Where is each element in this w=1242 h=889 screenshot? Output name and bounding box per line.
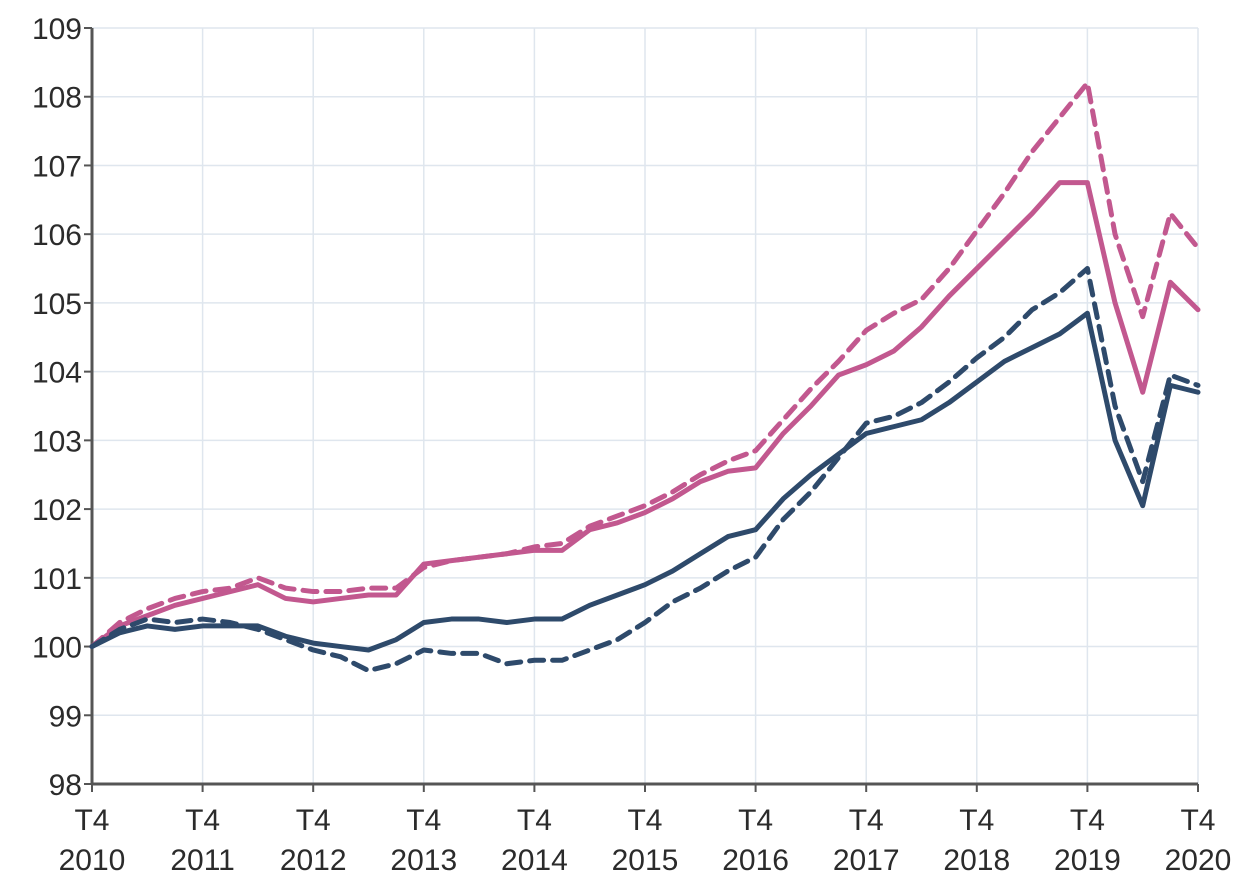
series-line-3 xyxy=(89,266,1201,674)
x-tick-label-quarter: T4 xyxy=(959,804,994,837)
axes xyxy=(84,27,1199,792)
series-line-1 xyxy=(89,80,1201,650)
y-tick-label: 101 xyxy=(32,563,82,596)
x-tick-label-quarter: T4 xyxy=(849,804,884,837)
grid-lines xyxy=(92,27,1199,785)
y-tick-label: 100 xyxy=(32,632,82,665)
x-tick-label-quarter: T4 xyxy=(738,804,773,837)
x-tick-label-quarter: T4 xyxy=(627,804,662,837)
x-tick-label-year: 2015 xyxy=(612,844,679,877)
series-line-2 xyxy=(89,180,1201,650)
y-tick-label: 109 xyxy=(32,13,82,46)
x-tick-label-year: 2019 xyxy=(1054,844,1121,877)
y-tick-label: 106 xyxy=(32,219,82,252)
x-tick-label-year: 2017 xyxy=(833,844,900,877)
x-tick-label-quarter: T4 xyxy=(406,804,441,837)
y-tick-label: 108 xyxy=(32,82,82,115)
x-tick-label-quarter: T4 xyxy=(296,804,331,837)
y-tick-label: 107 xyxy=(32,150,82,183)
y-tick-label: 104 xyxy=(32,357,82,390)
x-tick-label-year: 2016 xyxy=(722,844,789,877)
y-tick-label: 103 xyxy=(32,425,82,458)
x-tick-labels: T4 2010 T4 2011 T4 2012 T4 2013 T4 2014 T4 2015 T4 20… xyxy=(59,804,1232,877)
y-tick-labels: 98 99 100 101 102 103 104 105 106 107 108 109 xyxy=(32,13,82,802)
x-tick-label-quarter: T4 xyxy=(74,804,109,837)
x-tick-label-quarter: T4 xyxy=(517,804,552,837)
x-tick-label-year: 2020 xyxy=(1165,844,1232,877)
x-tick-label-quarter: T4 xyxy=(1070,804,1105,837)
y-tick-label: 99 xyxy=(49,700,82,733)
x-tick-label-year: 2010 xyxy=(59,844,126,877)
series-lines xyxy=(89,80,1201,674)
series-line-4 xyxy=(89,310,1201,653)
x-tick-label-year: 2018 xyxy=(943,844,1010,877)
x-tick-label-quarter: T4 xyxy=(185,804,220,837)
x-tick-label-year: 2011 xyxy=(170,844,235,877)
y-tick-label: 98 xyxy=(49,769,82,802)
x-tick-label-year: 2013 xyxy=(390,844,457,877)
y-tick-label: 102 xyxy=(32,494,82,527)
x-tick-label-year: 2014 xyxy=(501,844,568,877)
x-tick-label-year: 2012 xyxy=(280,844,347,877)
x-tick-label-quarter: T4 xyxy=(1180,804,1215,837)
y-tick-label: 105 xyxy=(32,288,82,321)
